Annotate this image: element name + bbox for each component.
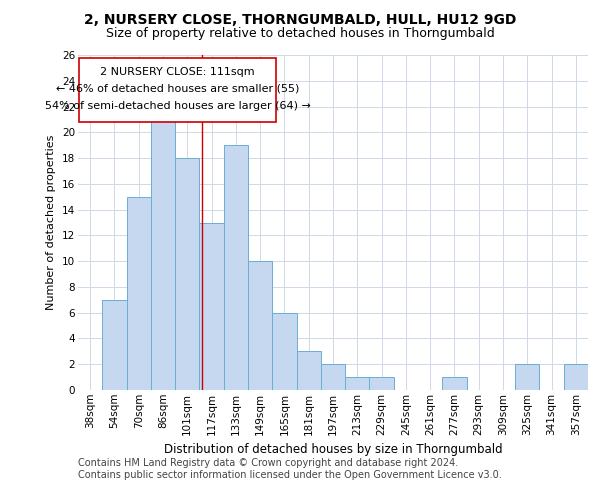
Bar [345, 377, 370, 390]
Bar [175, 158, 199, 390]
Bar [296, 352, 321, 390]
Bar [127, 196, 151, 390]
Text: 2 NURSERY CLOSE: 111sqm: 2 NURSERY CLOSE: 111sqm [100, 66, 255, 76]
Bar [515, 364, 539, 390]
Bar [79, 58, 276, 122]
Bar [272, 312, 296, 390]
Y-axis label: Number of detached properties: Number of detached properties [46, 135, 56, 310]
Text: Size of property relative to detached houses in Thorngumbald: Size of property relative to detached ho… [106, 28, 494, 40]
Bar [102, 300, 127, 390]
Text: 54% of semi-detached houses are larger (64) →: 54% of semi-detached houses are larger (… [44, 101, 311, 111]
Text: 2, NURSERY CLOSE, THORNGUMBALD, HULL, HU12 9GD: 2, NURSERY CLOSE, THORNGUMBALD, HULL, HU… [84, 12, 516, 26]
Bar [151, 120, 175, 390]
Bar [199, 222, 224, 390]
Text: ← 46% of detached houses are smaller (55): ← 46% of detached houses are smaller (55… [56, 84, 299, 94]
Bar [442, 377, 467, 390]
Bar [564, 364, 588, 390]
Text: Contains HM Land Registry data © Crown copyright and database right 2024.: Contains HM Land Registry data © Crown c… [78, 458, 458, 468]
X-axis label: Distribution of detached houses by size in Thorngumbald: Distribution of detached houses by size … [164, 443, 502, 456]
Bar [321, 364, 345, 390]
Text: Contains public sector information licensed under the Open Government Licence v3: Contains public sector information licen… [78, 470, 502, 480]
Bar [224, 145, 248, 390]
Bar [248, 261, 272, 390]
Bar [370, 377, 394, 390]
